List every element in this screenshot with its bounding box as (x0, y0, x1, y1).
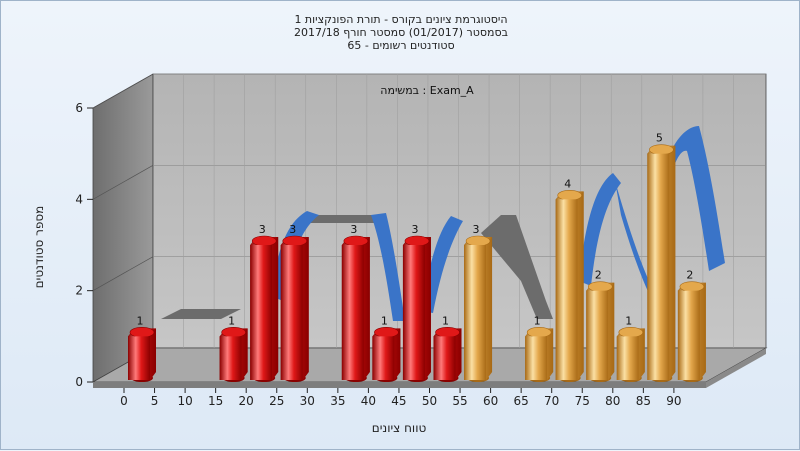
histogram-bar (402, 235, 431, 382)
x-tick-label: 75 (575, 394, 590, 408)
histogram-bar (372, 327, 401, 382)
bar-value-label: 3 (289, 223, 296, 236)
x-tick-label: 70 (544, 394, 559, 408)
ribbon-blue-segment-6 (669, 126, 725, 271)
x-tick-label: 15 (208, 394, 223, 408)
y-tick-label: 2 (75, 284, 83, 298)
value-labels: 1 1 3 3 3 1 3 1 3 1 4 2 1 5 2 (137, 132, 694, 328)
x-axis-title: טווח ציונים (372, 421, 427, 435)
bar-value-label: 1 (442, 314, 449, 327)
histogram-bar (616, 327, 645, 382)
bar-value-label: 1 (534, 314, 541, 327)
x-tick-label: 20 (239, 394, 254, 408)
histogram-bar (341, 235, 370, 382)
ribbon-gray-segment-2 (301, 215, 381, 223)
x-tick-label: 5 (151, 394, 159, 408)
x-tick-label: 60 (483, 394, 498, 408)
histogram-bar (128, 327, 156, 382)
bar-value-label: 1 (228, 314, 235, 327)
bar-value-label: 3 (473, 223, 480, 236)
x-tick-label: 40 (361, 394, 376, 408)
ribbon-series (161, 126, 725, 323)
x-tick-label: 30 (300, 394, 315, 408)
ribbon-blue-segment-3 (421, 216, 463, 313)
title-line-1: היסטוגרמת ציונים בקורס - תורת הפונקציות … (294, 13, 507, 26)
grid-line-side (92, 256, 154, 291)
chart-title: היסטוגרמת ציונים בקורס - תורת הפונקציות … (294, 13, 508, 52)
histogram-bar (219, 327, 248, 382)
histogram-bar (280, 235, 309, 382)
y-tick-label: 6 (75, 101, 83, 115)
x-tick-label: 65 (514, 394, 529, 408)
y-tick-label: 0 (75, 375, 83, 389)
x-tick-label: 80 (605, 394, 620, 408)
title-line-2: בסמסטר (01/2017) סמסטר חורף 2017/18 (294, 26, 508, 39)
title-line-3: סטודנטים רשומים - 65 (347, 39, 454, 52)
x-tick-label: 55 (452, 394, 467, 408)
y-axis: 0 2 4 6 (75, 101, 93, 389)
histogram-bar (555, 190, 584, 382)
histogram-bar (647, 144, 676, 382)
floor-side (706, 348, 766, 388)
bar-value-label: 2 (686, 269, 693, 282)
bars (128, 144, 706, 382)
histogram-bar (586, 281, 615, 382)
histogram-bar (250, 235, 279, 382)
histogram-bar (677, 281, 706, 382)
ribbon-blue-segment-4 (579, 173, 621, 286)
histogram-bar (464, 235, 493, 382)
bar-value-label: 2 (595, 269, 602, 282)
bar-value-label: 1 (381, 314, 388, 327)
x-tick-label: 45 (391, 394, 406, 408)
bar-value-label: 1 (625, 314, 632, 327)
ribbon-blue-segment-2 (371, 213, 405, 321)
x-tick-label: 25 (269, 394, 284, 408)
ribbon-gray-segment-1 (161, 309, 241, 319)
bar-value-label: 4 (564, 177, 571, 190)
x-tick-label: 0 (120, 394, 128, 408)
grid-line-side (92, 73, 154, 109)
x-tick-label: 10 (177, 394, 192, 408)
bar-value-label: 3 (259, 223, 266, 236)
x-tick-label: 85 (636, 394, 651, 408)
ribbon-gray-segment-3 (481, 215, 553, 319)
y-axis-title: מספר סטודנטים (32, 206, 46, 289)
bar-value-label: 5 (656, 132, 663, 145)
bar-value-label: 3 (350, 223, 357, 236)
bar-value-label: 1 (137, 314, 144, 327)
grid-line-side (92, 165, 154, 200)
y-tick-label: 4 (75, 192, 83, 206)
x-axis: 0 5 10 15 20 25 30 35 40 45 50 55 60 65 70 75 80 85 90 (120, 388, 682, 408)
bar-value-label: 3 (411, 223, 418, 236)
x-tick-label: 90 (666, 394, 681, 408)
histogram-bar (525, 327, 554, 382)
x-tick-label: 50 (422, 394, 437, 408)
histogram-bar (433, 327, 462, 382)
exam-annotation: במשימה : Exam_A (380, 84, 474, 97)
floor-front (93, 382, 706, 388)
x-tick-label: 35 (330, 394, 345, 408)
